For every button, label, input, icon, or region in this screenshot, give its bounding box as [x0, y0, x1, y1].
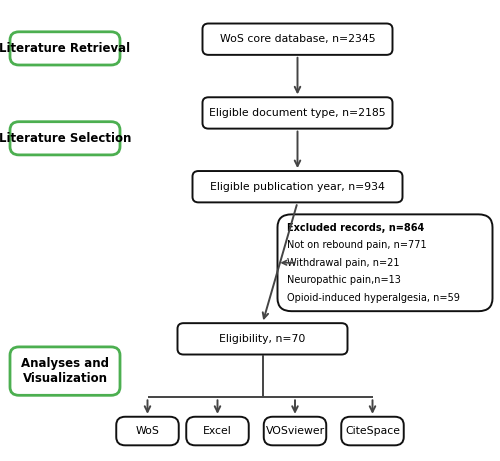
Text: Neuropathic pain,n=13: Neuropathic pain,n=13	[286, 275, 401, 285]
Text: Excluded records, n=864: Excluded records, n=864	[286, 223, 424, 233]
Text: Literature Retrieval: Literature Retrieval	[0, 42, 130, 55]
Text: WoS: WoS	[136, 426, 160, 436]
FancyBboxPatch shape	[116, 417, 179, 445]
FancyBboxPatch shape	[341, 417, 404, 445]
Text: Eligible publication year, n=934: Eligible publication year, n=934	[210, 182, 385, 192]
Text: Analyses and
Visualization: Analyses and Visualization	[21, 357, 109, 385]
FancyBboxPatch shape	[192, 171, 402, 202]
FancyBboxPatch shape	[10, 347, 120, 396]
Text: WoS core database, n=2345: WoS core database, n=2345	[220, 34, 376, 44]
FancyBboxPatch shape	[278, 214, 492, 311]
Text: CiteSpace: CiteSpace	[345, 426, 400, 436]
Text: Withdrawal pain, n=21: Withdrawal pain, n=21	[286, 258, 399, 268]
FancyBboxPatch shape	[10, 32, 120, 65]
Text: Literature Selection: Literature Selection	[0, 132, 131, 145]
Text: VOSviewer: VOSviewer	[266, 426, 324, 436]
FancyBboxPatch shape	[186, 417, 249, 445]
FancyBboxPatch shape	[202, 24, 392, 55]
Text: Not on rebound pain, n=771: Not on rebound pain, n=771	[286, 240, 426, 250]
FancyBboxPatch shape	[202, 97, 392, 129]
Text: Eligibility, n=70: Eligibility, n=70	[220, 334, 306, 344]
FancyBboxPatch shape	[10, 122, 120, 155]
Text: Eligible document type, n=2185: Eligible document type, n=2185	[209, 108, 386, 118]
FancyBboxPatch shape	[178, 323, 348, 355]
FancyBboxPatch shape	[264, 417, 326, 445]
Text: Excel: Excel	[203, 426, 232, 436]
Text: Opioid-induced hyperalgesia, n=59: Opioid-induced hyperalgesia, n=59	[286, 293, 460, 303]
